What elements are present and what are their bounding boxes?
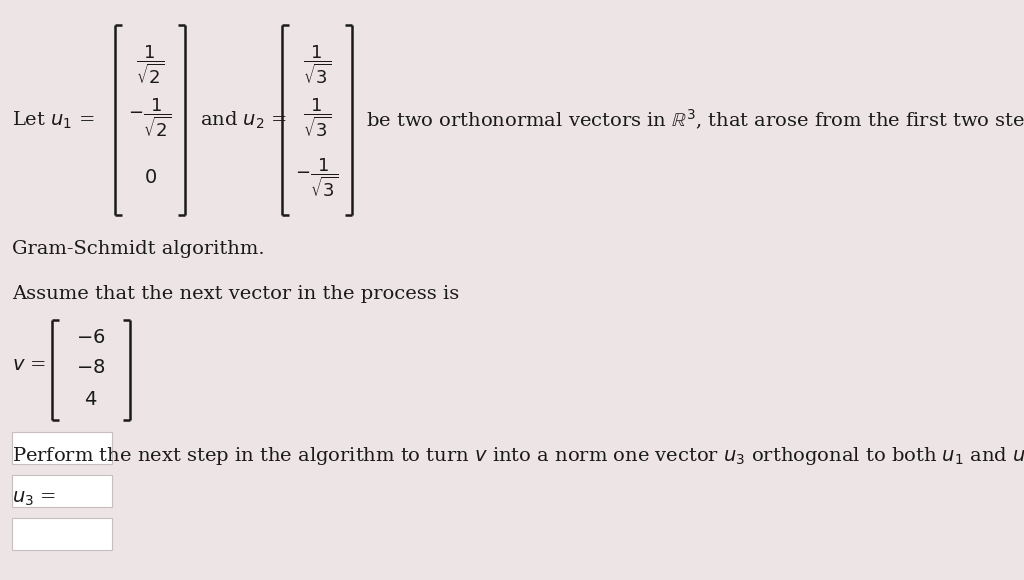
FancyBboxPatch shape [12,475,112,507]
Text: $4$: $4$ [84,391,97,409]
Text: Gram-Schmidt algorithm.: Gram-Schmidt algorithm. [12,240,264,258]
FancyBboxPatch shape [12,432,112,464]
Text: $\dfrac{1}{\sqrt{3}}$: $\dfrac{1}{\sqrt{3}}$ [303,97,331,139]
Text: be two orthonormal vectors in $\mathbb{R}^3$, that arose from the first two step: be two orthonormal vectors in $\mathbb{R… [366,107,1024,133]
FancyBboxPatch shape [12,518,112,550]
Text: $\dfrac{1}{\sqrt{2}}$: $\dfrac{1}{\sqrt{2}}$ [136,44,164,86]
Text: $u_3$ =: $u_3$ = [12,490,56,508]
Text: $\dfrac{1}{\sqrt{3}}$: $\dfrac{1}{\sqrt{3}}$ [303,44,331,86]
Text: $-8$: $-8$ [76,359,105,377]
Text: Perform the next step in the algorithm to turn $v$ into a norm one vector $u_3$ : Perform the next step in the algorithm t… [12,445,1024,467]
Text: Assume that the next vector in the process is: Assume that the next vector in the proce… [12,285,459,303]
Text: $v$ =: $v$ = [12,356,46,374]
Text: and $u_2$ =: and $u_2$ = [200,110,287,130]
Text: Let $u_1$ =: Let $u_1$ = [12,110,94,130]
Text: $-\dfrac{1}{\sqrt{3}}$: $-\dfrac{1}{\sqrt{3}}$ [295,157,339,200]
Text: $-\dfrac{1}{\sqrt{2}}$: $-\dfrac{1}{\sqrt{2}}$ [128,97,172,139]
Text: $-6$: $-6$ [76,329,105,347]
Text: $0$: $0$ [143,169,157,187]
